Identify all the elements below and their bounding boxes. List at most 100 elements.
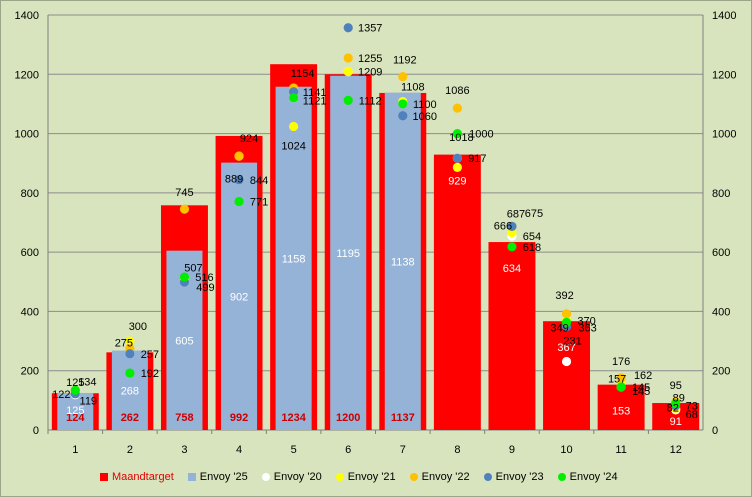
point-value-label: 1141: [303, 87, 327, 99]
y-tick-label-left: 1200: [15, 69, 39, 81]
bar-label-envoy-25: 605: [175, 335, 193, 347]
point-value-label: 89: [673, 393, 685, 405]
bar-label-maandtarget: 124: [66, 412, 85, 424]
point-value-label: 1108: [401, 82, 425, 94]
point-envoy-20: [561, 356, 572, 367]
point-value-label: 157: [608, 373, 626, 385]
point-envoy-24: [561, 317, 572, 327]
x-tick-label: 10: [560, 444, 572, 456]
x-tick-label: 6: [345, 444, 351, 456]
point-envoy-24: [671, 399, 681, 409]
x-tick-label: 4: [236, 444, 242, 456]
bar-maandtarget: [433, 154, 481, 430]
bar-label-maandtarget: 153: [612, 406, 630, 418]
point-value-label: 499: [196, 282, 214, 294]
point-value-label: 507: [184, 263, 202, 275]
bar-envoy-25: [275, 86, 312, 430]
y-tick-label-left: 400: [21, 306, 39, 318]
bar-label-maandtarget: 929: [448, 176, 466, 188]
point-value-label: 1255: [358, 53, 382, 65]
legend-item-envoy-22: Envoy '22: [409, 471, 470, 483]
point-envoy-24: [70, 385, 80, 395]
legend-item-envoy-23: Envoy '23: [483, 471, 544, 483]
y-tick-label-left: 200: [21, 366, 39, 378]
legend: Maandtarget Envoy '25 Envoy '20 Envoy '2…: [100, 469, 632, 485]
point-envoy-21: [125, 336, 135, 346]
point-envoy-23: [452, 153, 462, 163]
point-value-label: 82: [667, 403, 679, 415]
y-tick-label-right: 1400: [712, 10, 736, 22]
point-envoy-23: [343, 23, 353, 33]
point-value-label: 1357: [358, 23, 382, 35]
point-value-label: 1112: [359, 95, 382, 107]
bar-label-maandtarget: 91: [670, 416, 682, 428]
point-envoy-24: [289, 93, 299, 103]
bar-label-maandtarget: 1234: [281, 412, 306, 424]
x-tick-label: 9: [509, 444, 515, 456]
legend-item-maandtarget: Maandtarget: [100, 471, 174, 483]
point-value-label: 145: [632, 386, 650, 398]
legend-label: Envoy '24: [569, 471, 618, 483]
point-value-label: 257: [141, 349, 159, 361]
point-value-label: 370: [577, 315, 595, 327]
point-envoy-22: [234, 151, 244, 161]
point-value-label: 924: [240, 133, 258, 145]
bar-label-maandtarget: 992: [230, 412, 248, 424]
point-value-label: 231: [563, 336, 581, 348]
point-labels: 1251221341193002752571927455075164999248…: [52, 23, 698, 421]
point-envoy-24: [343, 95, 353, 105]
point-value-label: 675: [525, 208, 543, 220]
y-tick-label-right: 600: [712, 247, 730, 259]
y-tick-label-right: 800: [712, 188, 730, 200]
point-envoy-22: [179, 204, 190, 214]
point-value-label: 73: [686, 400, 698, 412]
point-value-label: 119: [80, 396, 98, 408]
legend-label: Envoy '21: [347, 471, 396, 483]
point-value-label: 1086: [445, 85, 469, 97]
bar-label-envoy-25: 1138: [391, 256, 415, 268]
bar-envoy-25: [384, 92, 421, 431]
bar-label-envoy-25: 1158: [282, 253, 306, 265]
legend-label: Envoy '20: [273, 471, 322, 483]
y-tick-label-right: 200: [712, 366, 730, 378]
point-value-label: 666: [494, 221, 512, 233]
x-tick-label: 2: [127, 444, 133, 456]
point-envoy-23: [234, 175, 244, 185]
point-value-label: 917: [468, 153, 486, 165]
y-tick-label-left: 600: [21, 247, 39, 259]
point-value-label: 618: [523, 242, 541, 254]
legend-item-envoy-20: Envoy '20: [261, 471, 322, 483]
bar-label-maandtarget: 1200: [336, 412, 360, 424]
bar-envoy-25: [111, 350, 148, 430]
y-tick-label-left: 1400: [15, 10, 39, 22]
point-value-label: 176: [612, 356, 630, 368]
legend-swatch: [557, 473, 566, 481]
legend-label: Envoy '23: [495, 471, 544, 483]
point-envoy-22: [616, 373, 626, 383]
y-tick-label-right: 1000: [712, 129, 736, 141]
bar-labels: 124 262 758 992 1234 1200 1137 929 634 367 153 91 12…: [66, 176, 682, 428]
point-value-label: 162: [634, 370, 652, 382]
bars: [51, 64, 700, 431]
legend-swatch: [100, 473, 108, 481]
legend-swatch: [187, 473, 196, 481]
legend-label: Envoy '25: [199, 471, 248, 483]
x-tick-label: 12: [670, 444, 682, 456]
point-envoy-21: [452, 162, 462, 172]
legend-item-envoy-25: Envoy '25: [187, 471, 248, 483]
point-envoy-23: [125, 349, 135, 359]
point-value-label: 1018: [449, 132, 473, 144]
point-value-label: 1121: [303, 96, 327, 108]
y-tick-label-right: 400: [712, 306, 730, 318]
point-value-label: 687: [507, 208, 525, 220]
point-envoy-22: [452, 103, 462, 113]
point-envoy-21: [289, 121, 299, 132]
x-tick-label: 11: [615, 444, 626, 456]
point-value-label: 1154: [291, 68, 315, 80]
bar-label-envoy-25: 268: [121, 385, 139, 397]
point-value-label: 134: [78, 376, 96, 388]
point-envoy-24: [616, 382, 626, 392]
point-value-label: 300: [129, 321, 147, 333]
point-value-label: 516: [195, 272, 213, 284]
